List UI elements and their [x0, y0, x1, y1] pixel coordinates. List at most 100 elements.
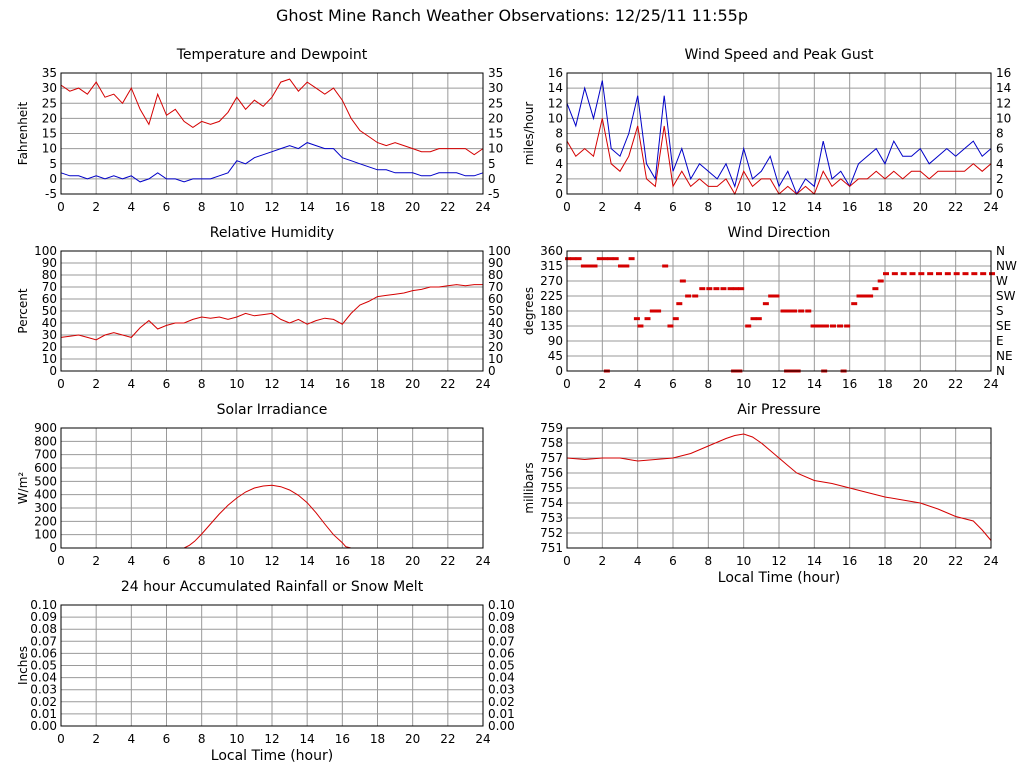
data-point	[755, 317, 762, 321]
x-tick-label: 8	[198, 732, 206, 746]
data-point	[667, 324, 674, 328]
x-tick-label: 0	[563, 200, 571, 214]
x-tick-label: 24	[475, 554, 490, 568]
x-tick-label: 18	[877, 554, 892, 568]
right-tick-label: -5	[488, 187, 500, 201]
data-point	[623, 264, 630, 268]
y-tick-label: 400	[34, 488, 57, 502]
data-point	[685, 294, 692, 298]
x-tick-label: 20	[405, 200, 420, 214]
right-tick-label: NW	[996, 259, 1017, 273]
right-tick-label: 0.09	[488, 610, 515, 624]
right-tick-label: 10	[488, 352, 503, 366]
x-tick-label: 20	[913, 200, 928, 214]
data-point	[837, 324, 844, 328]
y-axis-label: millibars	[522, 462, 536, 513]
right-tick-label: 0.07	[488, 634, 515, 648]
data-point	[644, 317, 651, 321]
data-point	[856, 294, 863, 298]
x-tick-label: 14	[300, 377, 315, 391]
x-tick-label: 16	[842, 554, 857, 568]
data-point	[720, 287, 727, 291]
data-point	[732, 287, 739, 291]
x-tick-label: 8	[705, 200, 713, 214]
right-tick-label: 0.02	[488, 695, 515, 709]
right-tick-label: 25	[488, 96, 503, 110]
right-tick-label: 0.04	[488, 671, 515, 685]
y-tick-label: 0.10	[30, 598, 57, 612]
right-tick-label: SW	[996, 289, 1016, 303]
plot-frame	[566, 72, 992, 195]
y-tick-label: 600	[34, 461, 57, 475]
x-tick-label: 10	[736, 377, 751, 391]
plot-frame	[566, 250, 992, 372]
x-tick-label: 10	[229, 732, 244, 746]
x-tick-label: 10	[229, 200, 244, 214]
x-tick-label: 20	[913, 377, 928, 391]
right-tick-label: 50	[488, 304, 503, 318]
y-tick-label: 0	[49, 172, 57, 186]
y-tick-label: 20	[42, 111, 57, 125]
data-point	[980, 272, 987, 276]
x-tick-label: 8	[198, 554, 206, 568]
y-tick-label: 2	[555, 172, 563, 186]
right-tick-label: 12	[996, 96, 1011, 110]
data-point	[830, 324, 836, 328]
data-point	[750, 317, 757, 321]
x-tick-label: 24	[475, 377, 490, 391]
data-point	[591, 264, 598, 268]
x-tick-label: 22	[440, 200, 455, 214]
y-tick-label: 40	[42, 316, 57, 330]
data-point	[762, 302, 769, 306]
right-tick-label: 0.10	[488, 598, 515, 612]
x-tick-label: 6	[669, 554, 677, 568]
x-tick-label: 0	[563, 554, 571, 568]
right-tick-label: 0	[488, 172, 496, 186]
x-tick-label: 16	[335, 377, 350, 391]
data-point	[810, 324, 817, 328]
y-tick-label: 135	[540, 319, 563, 333]
y-tick-label: 315	[540, 259, 563, 273]
y-tick-label: 756	[540, 466, 563, 480]
x-tick-label: 16	[842, 377, 857, 391]
x-tick-label: 0	[57, 732, 65, 746]
y-axis-label: W/m²	[16, 472, 30, 505]
data-point	[649, 309, 656, 313]
y-tick-label: 900	[34, 421, 57, 435]
y-tick-label: 100	[34, 528, 57, 542]
y-tick-label: 10	[548, 111, 563, 125]
x-tick-label: 2	[599, 200, 607, 214]
chart-title: Air Pressure	[737, 402, 820, 418]
x-tick-label: 2	[599, 377, 607, 391]
data-point	[633, 317, 640, 321]
x-tick-label: 20	[405, 732, 420, 746]
right-tick-label: 5	[488, 157, 496, 171]
y-tick-label: 753	[540, 511, 563, 525]
x-tick-label: 22	[440, 732, 455, 746]
y-tick-label: 15	[42, 127, 57, 141]
x-tick-label: 10	[736, 554, 751, 568]
right-tick-label: 8	[996, 127, 1004, 141]
series-line	[566, 80, 992, 196]
x-tick-label: 16	[335, 554, 350, 568]
right-tick-label: 100	[488, 244, 511, 258]
x-tick-label: 22	[440, 554, 455, 568]
x-tick-label: 8	[198, 377, 206, 391]
data-point	[785, 309, 792, 313]
y-tick-label: 0.02	[30, 695, 57, 709]
panel-rainfall: 24 hour Accumulated Rainfall or Snow Mel…	[16, 579, 515, 764]
y-tick-label: 0	[49, 541, 57, 555]
y-tick-label: -5	[45, 187, 57, 201]
chart-title: 24 hour Accumulated Rainfall or Snow Mel…	[121, 579, 424, 595]
y-tick-label: 35	[42, 66, 57, 80]
x-tick-label: 2	[92, 554, 100, 568]
x-tick-label: 18	[370, 554, 385, 568]
x-tick-label: 4	[634, 200, 642, 214]
y-tick-label: 10	[42, 142, 57, 156]
right-tick-label: 0	[488, 364, 496, 378]
y-axis-label: Fahrenheit	[16, 101, 30, 165]
